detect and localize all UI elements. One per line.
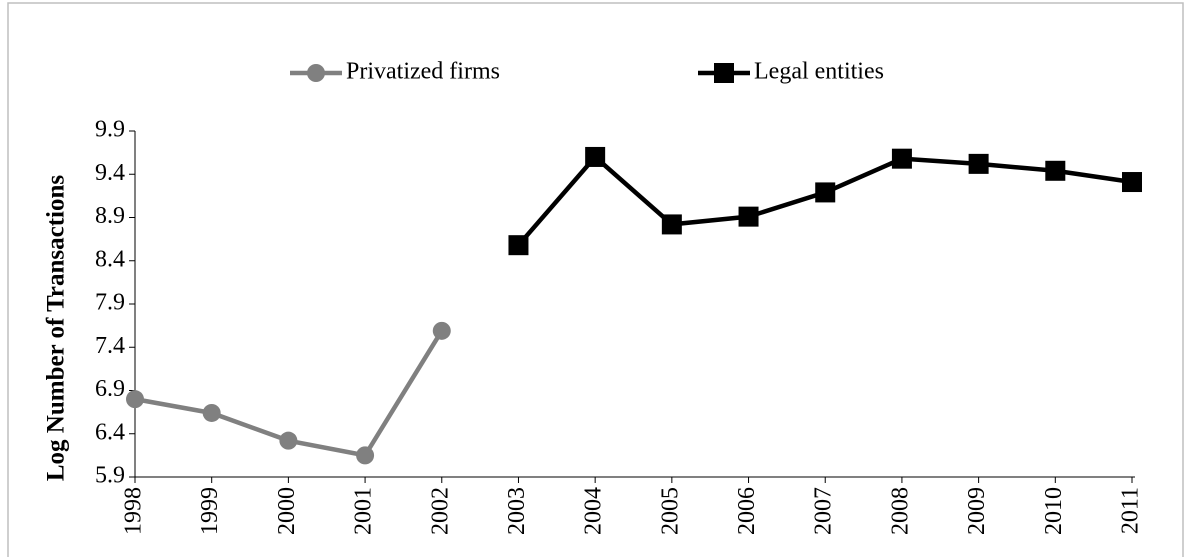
x-tick-label: 2009 [964, 487, 990, 535]
x-tick-label: 2006 [734, 487, 760, 535]
legend-label: Legal entities [754, 59, 884, 85]
data-point [815, 182, 836, 203]
x-tick-label: 2010 [1041, 487, 1067, 535]
y-tick-label: 9.4 [95, 160, 125, 186]
data-point [279, 431, 298, 450]
data-point [661, 214, 682, 235]
data-point [126, 390, 144, 409]
x-tick-label: 2004 [581, 487, 607, 535]
x-tick-label: 2003 [504, 487, 530, 535]
y-tick-label: 5.9 [95, 463, 125, 489]
x-tick-label: 1998 [121, 487, 147, 535]
data-point [585, 146, 606, 167]
x-tick-label: 1999 [197, 487, 223, 535]
data-point [508, 235, 529, 256]
y-tick-label: 7.4 [95, 333, 125, 359]
y-tick-label: 7.9 [95, 290, 125, 316]
chart-border [7, 2, 1184, 557]
x-tick-label: 2011 [1118, 487, 1144, 534]
legend-marker [307, 64, 325, 82]
data-point [356, 446, 375, 465]
x-tick-label: 2001 [351, 487, 377, 535]
data-point [891, 148, 912, 169]
data-point [1122, 172, 1142, 193]
data-point [202, 403, 221, 422]
legend-label: Privatized firms [346, 59, 500, 85]
x-tick-label: 2007 [811, 487, 837, 535]
y-tick-label: 8.9 [95, 203, 125, 229]
y-axis-label: Log Number of Transactions [43, 175, 70, 482]
y-tick-label: 6.4 [95, 419, 125, 445]
x-tick-label: 2002 [427, 487, 453, 535]
y-tick-label: 9.9 [95, 117, 125, 143]
legend-marker [714, 63, 734, 83]
x-tick-label: 2005 [657, 487, 683, 535]
data-point [432, 321, 451, 340]
x-tick-label: 2008 [887, 487, 913, 535]
data-point [738, 206, 759, 227]
x-tick-label: 2000 [274, 487, 300, 535]
y-tick-label: 6.9 [95, 376, 125, 402]
data-point [1045, 160, 1066, 181]
y-tick-label: 8.4 [95, 246, 125, 272]
data-point [968, 153, 989, 174]
